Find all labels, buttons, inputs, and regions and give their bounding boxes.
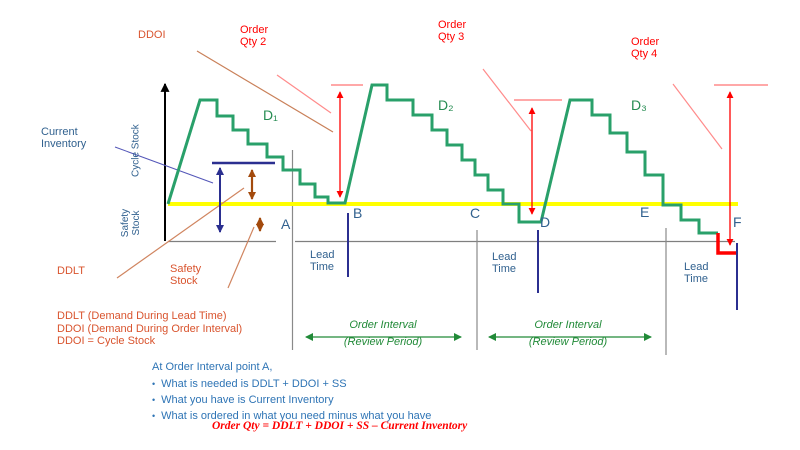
note-bullet-1: What is needed is DDLT + DDOI + SS bbox=[150, 378, 431, 390]
current-inventory-leader-line bbox=[114, 146, 214, 184]
ddoi-leader-line bbox=[196, 50, 334, 133]
lead-time-label-2: Lead Time bbox=[492, 251, 517, 276]
note-title: At Order Interval point A, bbox=[152, 361, 273, 373]
order-qty2-leader-line bbox=[276, 74, 332, 114]
note-bullet-1-text: What is needed is DDLT + DDOI + SS bbox=[161, 378, 347, 390]
point-c-label: C bbox=[470, 205, 481, 221]
lead-time-label-3: Lead Time bbox=[684, 261, 709, 286]
inventory-sawtooth-line bbox=[166, 83, 718, 235]
stockout-red-step bbox=[716, 233, 736, 255]
review-period-label-2: (Review Period) bbox=[528, 336, 608, 348]
definition-ddlt: DDLT (Demand During Lead Time) bbox=[57, 310, 227, 322]
note-bullet-2: What you have is Current Inventory bbox=[150, 394, 431, 406]
safety-stock-leader-line bbox=[227, 226, 255, 289]
note-bullet-2-text: What you have is Current Inventory bbox=[161, 394, 334, 406]
ddoi-label: DDOI bbox=[138, 29, 166, 41]
point-d-label: D bbox=[540, 214, 551, 230]
note-block: At Order Interval point A, What is neede… bbox=[150, 361, 431, 426]
definitions-block: DDLT (Demand During Lead Time) DDOI (Dem… bbox=[57, 310, 242, 348]
note-bullet-3: What is ordered in what you need minus w… bbox=[150, 410, 431, 422]
point-f-label: F bbox=[733, 214, 742, 230]
order-interval-label-1: Order Interval bbox=[349, 319, 417, 331]
point-e-label: E bbox=[640, 204, 650, 220]
order-qty-formula: Order Qty = DDLT + DDOI + SS – Current I… bbox=[212, 420, 468, 432]
safety-stock-label: Safety Stock bbox=[170, 263, 202, 288]
safety-stock-axis-label: Safety Stock bbox=[120, 208, 142, 238]
definition-cycle-stock: DDOI = Cycle Stock bbox=[57, 335, 156, 348]
order-qty3-leader-line bbox=[482, 68, 532, 132]
definition-ddoi: DDOI (Demand During Order Interval) bbox=[57, 322, 243, 335]
point-b-label: B bbox=[353, 205, 363, 221]
lead-time-label-1: Lead Time bbox=[310, 249, 335, 274]
order-qty2-label: Order Qty 2 bbox=[240, 24, 269, 49]
review-period-label-1: (Review Period) bbox=[343, 336, 423, 348]
order-qty4-label: Order Qty 4 bbox=[631, 36, 660, 61]
note-bullet-3-text: What is ordered in what you need minus w… bbox=[161, 410, 432, 422]
demand-d3-label: D₃ bbox=[631, 97, 647, 113]
demand-d2-label: D₂ bbox=[438, 97, 454, 113]
current-inventory-label: Current Inventory bbox=[41, 126, 87, 151]
order-qty4-leader-line bbox=[672, 83, 723, 150]
order-interval-label-2: Order Interval bbox=[534, 319, 602, 331]
order-qty3-label: Order Qty 3 bbox=[438, 19, 467, 44]
cycle-stock-axis-label: Cycle Stock bbox=[130, 124, 142, 177]
point-a-label: A bbox=[281, 216, 291, 232]
demand-d1-label: D₁ bbox=[263, 107, 278, 123]
ddlt-label: DDLT bbox=[57, 265, 85, 277]
